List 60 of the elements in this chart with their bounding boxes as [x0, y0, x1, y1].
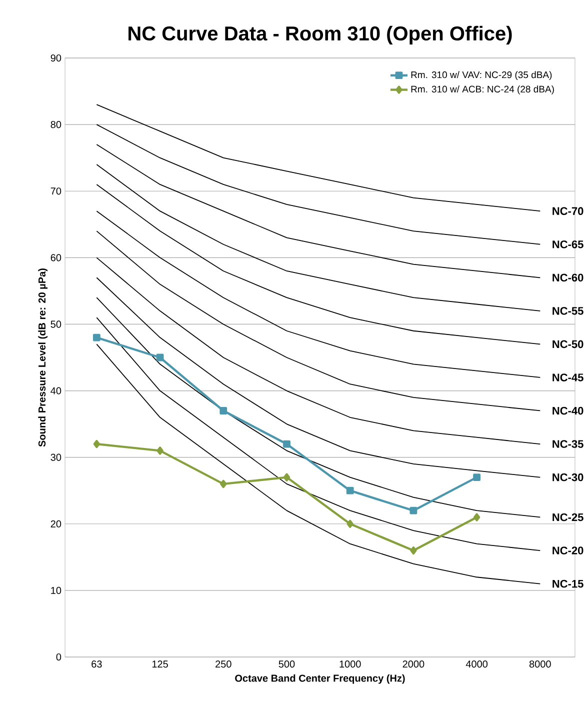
x-tick-label: 500	[278, 660, 295, 668]
y-tick-label: 80	[50, 121, 62, 128]
y-tick-label: 10	[51, 586, 62, 594]
y-tick-label: 50	[50, 320, 62, 328]
line-series	[96, 104, 541, 212]
point	[473, 513, 480, 522]
y-tick-label: 60	[50, 254, 62, 262]
line-series	[96, 317, 541, 551]
series-label: NC-50	[552, 340, 584, 348]
series-label: NC-70	[552, 207, 584, 215]
point	[283, 473, 290, 482]
x-tick-label: 1000	[340, 660, 361, 668]
x-tick-label: 2000	[402, 660, 424, 668]
x-tick-label: 250	[216, 660, 232, 668]
x-tick-label: 125	[152, 660, 168, 668]
x-tick-label: 4000	[466, 660, 488, 668]
point	[410, 546, 417, 555]
point	[92, 334, 100, 342]
series-label: NC-55	[552, 307, 584, 315]
series-label: NC-45	[552, 374, 584, 382]
point	[283, 440, 290, 448]
line-series	[96, 184, 541, 345]
point	[346, 486, 354, 494]
series-label: NC-20	[552, 546, 584, 554]
series-label: NC-65	[552, 240, 584, 248]
series-label: NC-15	[552, 580, 584, 588]
series-label: NC-60	[552, 274, 584, 282]
x-tick-label: 8000	[529, 660, 551, 668]
line-series	[96, 144, 541, 278]
y-tick-label: 90	[50, 54, 62, 62]
y-tick-label: 30	[50, 454, 62, 461]
x-tick-label: 63	[92, 660, 102, 668]
line-series	[96, 124, 541, 245]
line-series	[96, 277, 541, 478]
y-tick-label: 0	[56, 653, 62, 661]
line-series	[96, 164, 541, 312]
y-axis-title: Sound Pressure Level (dB re: 20 µPa)	[38, 268, 48, 447]
line-series	[96, 297, 541, 518]
point	[410, 506, 418, 514]
series-label: NC-40	[552, 406, 584, 415]
y-tick-label: 40	[50, 387, 62, 394]
series-label: NC-35	[552, 440, 584, 448]
y-tick-label: 20	[50, 520, 62, 528]
point	[473, 474, 480, 481]
legend-label: Rm. 310 w/ ACB: NC-24 (28 dBA)	[411, 86, 554, 94]
x-axis-title: Octave Band Center Frequency (Hz)	[235, 674, 405, 684]
line-series	[96, 230, 541, 412]
line-series	[96, 257, 541, 444]
point	[346, 520, 354, 528]
legend-label: Rm. 310 w/ VAV: NC-29 (35 dBA)	[411, 71, 552, 80]
line-series	[96, 210, 541, 378]
series-label: NC-30	[552, 473, 584, 482]
y-tick-label: 70	[50, 188, 62, 195]
point	[156, 354, 164, 362]
point	[220, 407, 228, 414]
chart-title: NC Curve Data - Room 310 (Open Office)	[128, 26, 512, 45]
point	[220, 480, 227, 488]
point	[93, 440, 100, 448]
series-label: NC-25	[552, 513, 584, 522]
point	[156, 446, 164, 455]
